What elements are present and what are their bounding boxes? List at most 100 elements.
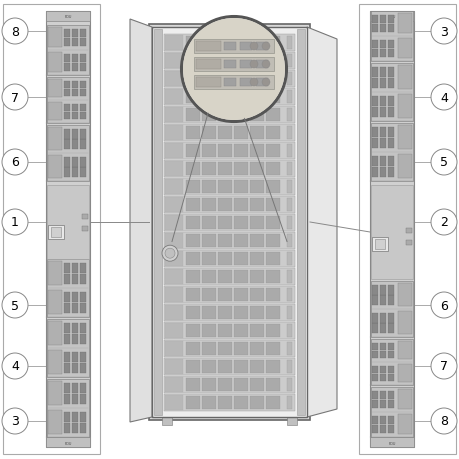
Bar (297, 30, 305, 415)
Bar (287, 55, 292, 68)
Bar (64, 303, 70, 313)
Bar (80, 64, 86, 72)
Text: 6: 6 (11, 156, 19, 169)
Bar (250, 396, 264, 409)
Bar (164, 179, 295, 196)
Bar (371, 124, 413, 182)
Bar (164, 304, 295, 321)
Bar (47, 126, 89, 182)
Bar (186, 360, 200, 373)
Bar (202, 73, 216, 86)
Bar (80, 292, 86, 302)
Bar (388, 50, 394, 58)
Bar (234, 252, 248, 265)
Bar (165, 144, 183, 159)
Bar (224, 79, 236, 87)
Bar (64, 423, 70, 433)
Bar (388, 374, 394, 381)
Bar (218, 396, 232, 409)
Bar (234, 306, 248, 319)
Bar (164, 89, 295, 106)
Bar (287, 342, 292, 355)
Bar (398, 126, 412, 150)
Bar (250, 235, 264, 247)
Bar (72, 303, 78, 313)
Bar (80, 352, 86, 362)
Bar (370, 12, 414, 22)
Bar (72, 55, 78, 63)
Circle shape (250, 79, 258, 87)
Bar (372, 25, 378, 33)
Circle shape (2, 210, 28, 235)
Bar (398, 66, 412, 90)
Bar (372, 168, 378, 178)
Bar (380, 374, 386, 381)
Bar (64, 39, 70, 47)
Bar (287, 145, 292, 157)
Bar (202, 325, 216, 337)
Bar (164, 125, 295, 142)
Bar (218, 55, 232, 68)
Bar (266, 270, 280, 283)
Bar (80, 55, 86, 63)
Bar (64, 352, 70, 362)
Bar (218, 325, 232, 337)
Bar (287, 360, 292, 373)
Text: 5: 5 (440, 156, 448, 169)
Bar (388, 323, 394, 333)
Bar (287, 109, 292, 122)
Bar (372, 237, 388, 252)
Bar (202, 360, 216, 373)
Bar (165, 341, 183, 356)
Bar (372, 343, 378, 350)
Bar (380, 168, 386, 178)
Bar (194, 58, 274, 72)
Bar (202, 252, 216, 265)
Bar (48, 410, 62, 434)
Bar (380, 343, 386, 350)
Bar (406, 241, 412, 246)
Bar (371, 64, 413, 122)
Bar (388, 108, 394, 118)
Bar (372, 68, 378, 78)
Circle shape (2, 353, 28, 379)
Circle shape (182, 18, 286, 122)
Text: 2: 2 (440, 216, 448, 229)
Bar (250, 342, 264, 355)
Bar (218, 360, 232, 373)
Bar (266, 360, 280, 373)
Bar (218, 252, 232, 265)
Bar (388, 97, 394, 107)
Bar (47, 78, 89, 124)
Bar (234, 396, 248, 409)
Bar (250, 306, 264, 319)
Bar (164, 196, 295, 213)
Bar (380, 128, 386, 138)
Circle shape (2, 150, 28, 176)
Bar (388, 168, 394, 178)
Bar (194, 76, 274, 90)
Bar (224, 43, 236, 51)
Circle shape (181, 17, 287, 123)
Bar (218, 199, 232, 212)
Bar (234, 127, 248, 140)
Bar (80, 412, 86, 422)
Bar (256, 79, 268, 87)
Bar (64, 274, 70, 285)
Bar (47, 319, 89, 377)
Bar (398, 389, 412, 409)
Bar (234, 37, 248, 50)
Bar (380, 157, 386, 167)
Bar (196, 78, 221, 88)
Bar (64, 64, 70, 72)
Bar (72, 64, 78, 72)
Bar (287, 127, 292, 140)
Bar (202, 55, 216, 68)
Bar (250, 91, 264, 104)
Bar (82, 226, 88, 231)
Bar (72, 90, 78, 97)
Text: 4: 4 (11, 360, 19, 373)
Bar (398, 39, 412, 59)
Bar (380, 351, 386, 358)
Bar (372, 16, 378, 24)
